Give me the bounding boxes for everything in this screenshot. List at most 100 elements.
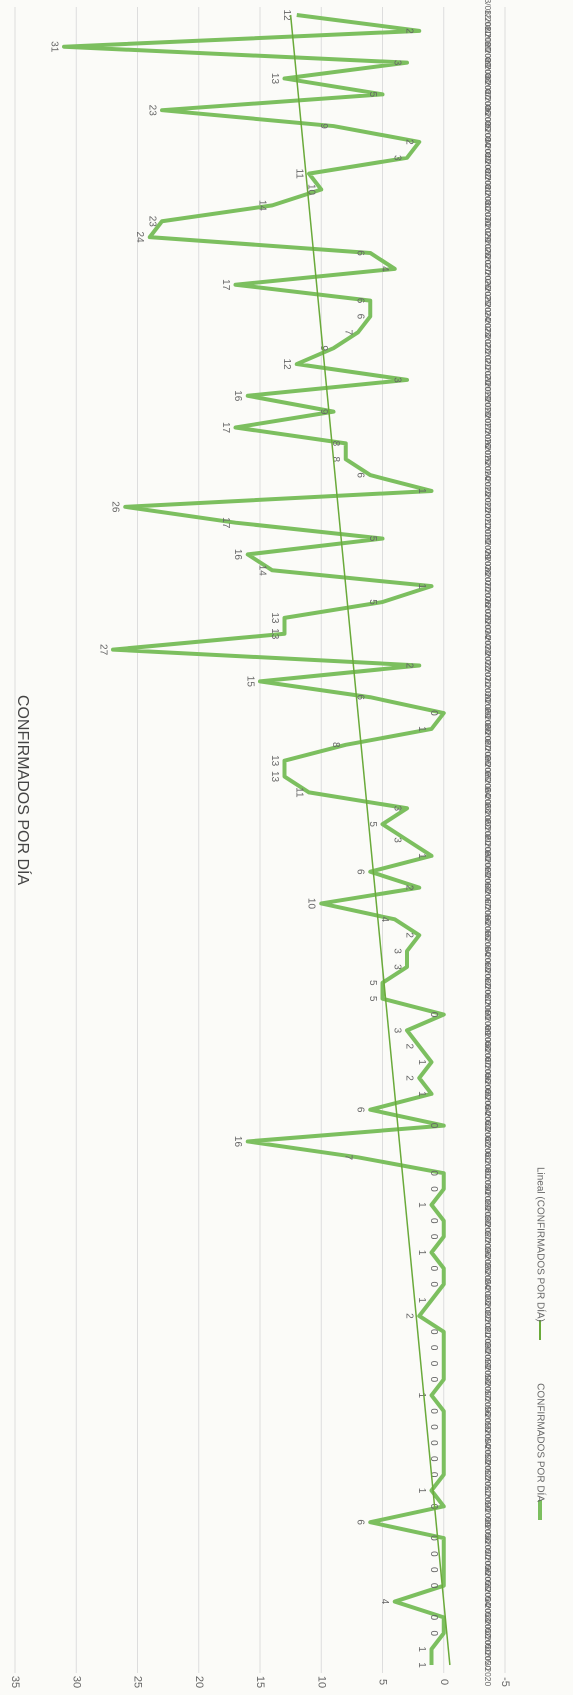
x-tick-label: 10/08/2020	[483, 41, 493, 84]
x-tick-label: 28/06/2020	[483, 724, 493, 767]
x-tick-label: 02/05/2020	[483, 1628, 493, 1671]
x-tick-label: 27/06/2020	[483, 739, 493, 782]
data-label: 1	[416, 1393, 427, 1399]
data-label: 12	[281, 358, 292, 370]
x-tick-label: 03/07/2020	[483, 644, 493, 687]
x-tick-label: 09/05/2020	[483, 1517, 493, 1560]
x-tick-label: 04/08/2020	[483, 137, 493, 180]
x-tick-label: 19/06/2020	[483, 866, 493, 909]
x-tick-label: 04/07/2020	[483, 628, 493, 671]
x-tick-label: 28/05/2020	[483, 1215, 493, 1258]
data-label: 3	[391, 60, 402, 66]
data-label: 10	[306, 184, 317, 196]
data-label: 3	[391, 837, 402, 843]
x-tick-label: 29/06/2020	[483, 708, 493, 751]
x-tick-label: 09/06/2020	[483, 1025, 493, 1068]
y-tick-label: 15	[254, 1676, 266, 1688]
data-label: 4	[379, 917, 390, 923]
data-label: 0	[428, 1012, 439, 1018]
data-label: 16	[232, 1136, 243, 1148]
data-label: 24	[134, 232, 145, 244]
data-label: 3	[391, 377, 402, 383]
data-label: 0	[428, 1170, 439, 1176]
data-label: 6	[355, 250, 366, 256]
x-tick-label: 16/07/2020	[483, 438, 493, 481]
data-label: 23	[146, 216, 157, 228]
data-line	[62, 13, 446, 1665]
data-label: 14	[257, 200, 268, 212]
x-tick-label: 31/07/2020	[483, 200, 493, 243]
data-label: 0	[428, 1234, 439, 1240]
data-label: 3	[391, 155, 402, 161]
x-tick-label: 02/08/2020	[483, 168, 493, 211]
x-tick-label: 02/07/2020	[483, 660, 493, 703]
x-tick-label: 28/07/2020	[483, 248, 493, 291]
x-tick-label: 08/05/2020	[483, 1533, 493, 1576]
x-tick-label: 01/05/2020	[483, 1644, 493, 1687]
data-label: 2	[404, 663, 415, 669]
data-label: 0	[428, 1456, 439, 1462]
x-tick-label: 19/05/2020	[483, 1358, 493, 1401]
x-tick-label: 24/05/2020	[483, 1279, 493, 1322]
x-tick-label: 17/05/2020	[483, 1390, 493, 1433]
y-tick-label: 25	[132, 1676, 144, 1688]
x-tick-label: 15/07/2020	[483, 454, 493, 497]
x-tick-label: 07/06/2020	[483, 1057, 493, 1100]
data-label: 4	[379, 266, 390, 272]
x-tick-label: 12/08/2020	[483, 10, 493, 53]
data-label: 5	[367, 996, 378, 1002]
x-tick-label: 20/06/2020	[483, 850, 493, 893]
x-tick-label: 04/06/2020	[483, 1104, 493, 1147]
data-label: 0	[428, 1615, 439, 1621]
data-label: 1	[416, 1250, 427, 1256]
x-tick-label: 10/05/2020	[483, 1501, 493, 1544]
data-label: 0	[428, 1551, 439, 1557]
data-label: 9	[318, 409, 329, 415]
x-tick-label: 18/05/2020	[483, 1374, 493, 1417]
x-tick-label: 11/08/2020	[483, 26, 493, 68]
x-tick-label: 24/07/2020	[483, 311, 493, 354]
x-tick-label: 07/08/2020	[483, 89, 493, 132]
x-tick-label: 20/05/2020	[483, 1342, 493, 1385]
x-tick-label: 24/06/2020	[483, 787, 493, 830]
x-tick-label: 17/07/2020	[483, 422, 493, 465]
x-tick-label: 18/06/2020	[483, 882, 493, 925]
data-label: 0	[428, 1472, 439, 1478]
x-tick-label: 23/05/2020	[483, 1295, 493, 1338]
data-label: 1	[416, 488, 427, 494]
data-label: 0	[428, 710, 439, 716]
x-tick-label: 22/05/2020	[483, 1311, 493, 1354]
data-label: 23	[146, 105, 157, 117]
data-label: 1	[416, 1091, 427, 1097]
x-tick-label: 22/07/2020	[483, 343, 493, 386]
x-tick-label: 06/08/2020	[483, 105, 493, 148]
x-tick-label: 21/05/2020	[483, 1326, 493, 1369]
data-label: 13	[269, 771, 280, 783]
x-tick-label: 30/07/2020	[483, 216, 493, 259]
x-tick-label: 16/05/2020	[483, 1406, 493, 1449]
x-tick-label: 12/05/2020	[483, 1469, 493, 1512]
x-tick-label: 29/07/2020	[483, 232, 493, 275]
data-label: 8	[330, 441, 341, 447]
data-label: 11	[293, 168, 304, 179]
data-label: 5	[367, 821, 378, 827]
data-label: 7	[342, 1155, 353, 1161]
x-tick-label: 25/07/2020	[483, 295, 493, 338]
y-tick-label: 0	[438, 1679, 450, 1685]
data-label: 5	[367, 980, 378, 986]
data-label: 0	[428, 1266, 439, 1272]
x-tick-label: 13/05/2020	[483, 1453, 493, 1496]
data-label: 0	[428, 1281, 439, 1287]
data-label: 1	[416, 853, 427, 859]
data-label: 1	[416, 1202, 427, 1208]
x-tick-label: 03/05/2020	[483, 1612, 493, 1655]
y-tick-label: 35	[9, 1676, 21, 1688]
x-tick-label: 21/06/2020	[483, 835, 493, 878]
y-tick-label: 20	[193, 1676, 205, 1688]
data-label: 27	[97, 644, 108, 656]
y-tick-label: 5	[377, 1679, 389, 1685]
trend-line	[289, 14, 451, 1666]
data-label: 11	[293, 787, 304, 798]
x-tick-label: 10/07/2020	[483, 533, 493, 576]
